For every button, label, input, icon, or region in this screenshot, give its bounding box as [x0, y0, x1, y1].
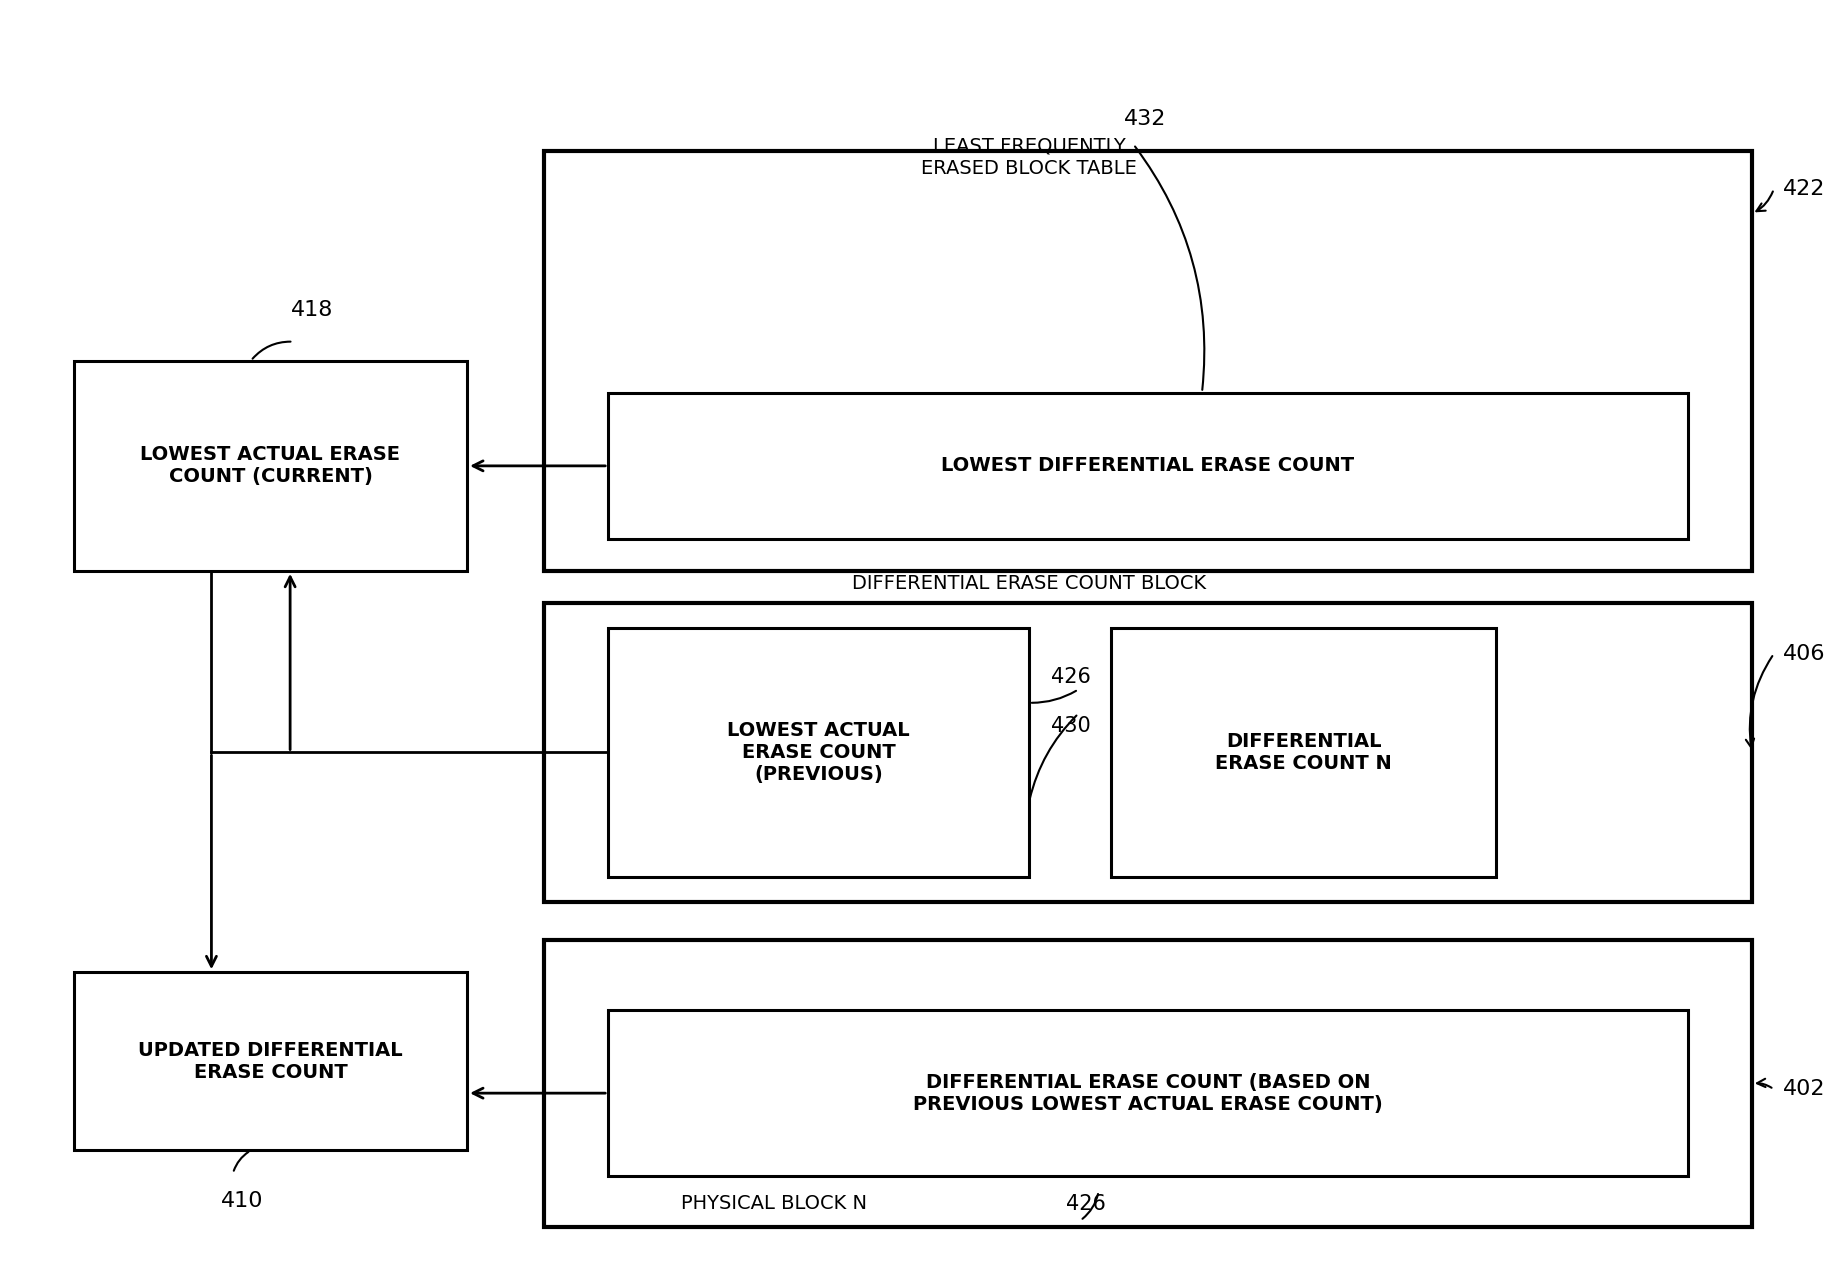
Bar	[74, 972, 468, 1150]
Text: PHYSICAL BLOCK N: PHYSICAL BLOCK N	[681, 1195, 867, 1214]
Bar	[545, 603, 1753, 903]
Text: UPDATED DIFFERENTIAL
ERASE COUNT: UPDATED DIFFERENTIAL ERASE COUNT	[138, 1041, 403, 1082]
Text: 406: 406	[1784, 644, 1826, 664]
Bar	[1112, 628, 1495, 877]
Text: 432: 432	[1125, 109, 1167, 128]
Text: LOWEST ACTUAL
ERASE COUNT
(PREVIOUS): LOWEST ACTUAL ERASE COUNT (PREVIOUS)	[727, 720, 909, 785]
Text: 410: 410	[221, 1191, 263, 1211]
Text: 426: 426	[1051, 667, 1092, 687]
Text: DIFFERENTIAL ERASE COUNT (BASED ON
PREVIOUS LOWEST ACTUAL ERASE COUNT): DIFFERENTIAL ERASE COUNT (BASED ON PREVI…	[913, 1073, 1383, 1114]
Bar	[74, 360, 468, 570]
Text: 430: 430	[1051, 717, 1090, 736]
Text: LOWEST ACTUAL ERASE
COUNT (CURRENT): LOWEST ACTUAL ERASE COUNT (CURRENT)	[140, 445, 401, 486]
Text: 402: 402	[1784, 1079, 1826, 1100]
Text: DIFFERENTIAL
ERASE COUNT N: DIFFERENTIAL ERASE COUNT N	[1215, 732, 1392, 773]
Text: DIFFERENTIAL ERASE COUNT BLOCK: DIFFERENTIAL ERASE COUNT BLOCK	[852, 574, 1206, 594]
Text: 422: 422	[1784, 179, 1826, 199]
Bar	[608, 392, 1688, 540]
Bar	[545, 940, 1753, 1227]
Text: LEAST FREQUENTLY
ERASED BLOCK TABLE: LEAST FREQUENTLY ERASED BLOCK TABLE	[920, 136, 1138, 177]
Text: LOWEST DIFFERENTIAL ERASE COUNT: LOWEST DIFFERENTIAL ERASE COUNT	[941, 456, 1355, 476]
Bar	[545, 151, 1753, 570]
Bar	[608, 1010, 1688, 1176]
Bar	[608, 628, 1029, 877]
Text: 418: 418	[291, 300, 333, 319]
Text: 426: 426	[1066, 1194, 1105, 1214]
